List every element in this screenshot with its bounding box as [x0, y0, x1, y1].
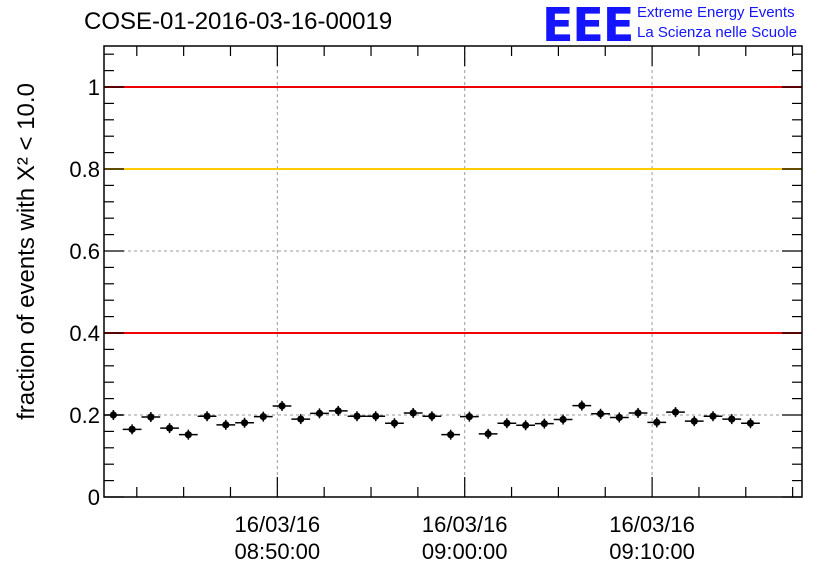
data-point [315, 409, 324, 417]
data-point [690, 417, 698, 425]
data-point [222, 421, 230, 429]
data-point [615, 413, 623, 422]
data-point [671, 408, 680, 416]
data-point [503, 419, 511, 427]
y-tick-label: 0.8 [69, 157, 100, 182]
data-point [147, 413, 155, 421]
x-tick-label-date: 16/03/16 [235, 512, 321, 537]
chart-title: COSE-01-2016-03-16-00019 [84, 8, 393, 35]
data-point [390, 419, 399, 427]
data-point [353, 412, 361, 420]
y-tick-label: 0.6 [69, 239, 100, 264]
y-tick-label: 1 [88, 75, 100, 100]
data-point [634, 409, 642, 417]
y-tick-label: 0 [88, 485, 100, 510]
y-axis-label: fraction of events with X² < 10.0 [13, 83, 40, 420]
data-point [728, 415, 736, 423]
data-point [596, 410, 605, 418]
data-point [278, 402, 286, 410]
data-point [653, 418, 661, 426]
data-point [128, 425, 136, 433]
data-point [578, 401, 586, 410]
data-point [372, 412, 380, 420]
x-tick-label-time: 09:00:00 [422, 539, 508, 564]
x-tick-label-time: 09:10:00 [609, 539, 695, 564]
x-tick-label-date: 16/03/16 [609, 512, 695, 537]
data-point [465, 413, 473, 421]
data-point [540, 420, 548, 428]
data-point [746, 419, 755, 427]
eee-logo-mark: EEE [542, 0, 634, 52]
data-point [334, 407, 342, 415]
data-point [428, 412, 436, 420]
plot-frame [103, 45, 803, 498]
logo-line-2: La Scienza nelle Scuole [637, 24, 798, 41]
data-point [259, 413, 267, 421]
x-tick-label-date: 16/03/16 [422, 512, 508, 537]
data-point [522, 421, 530, 429]
data-point [165, 424, 174, 432]
x-tick-label-time: 08:50:00 [235, 539, 321, 564]
data-point [109, 411, 117, 419]
data-point [447, 431, 455, 439]
logo-line-1: Extreme Energy Events [637, 4, 795, 21]
data-point [484, 430, 492, 438]
data-point [203, 412, 211, 420]
data-point [297, 415, 305, 423]
data-point [184, 431, 192, 439]
data-point [559, 415, 567, 424]
data-point [709, 412, 717, 420]
y-tick-label: 0.2 [69, 403, 100, 428]
y-tick-label: 0.4 [69, 321, 100, 346]
data-point [409, 409, 417, 417]
data-point [240, 419, 249, 427]
